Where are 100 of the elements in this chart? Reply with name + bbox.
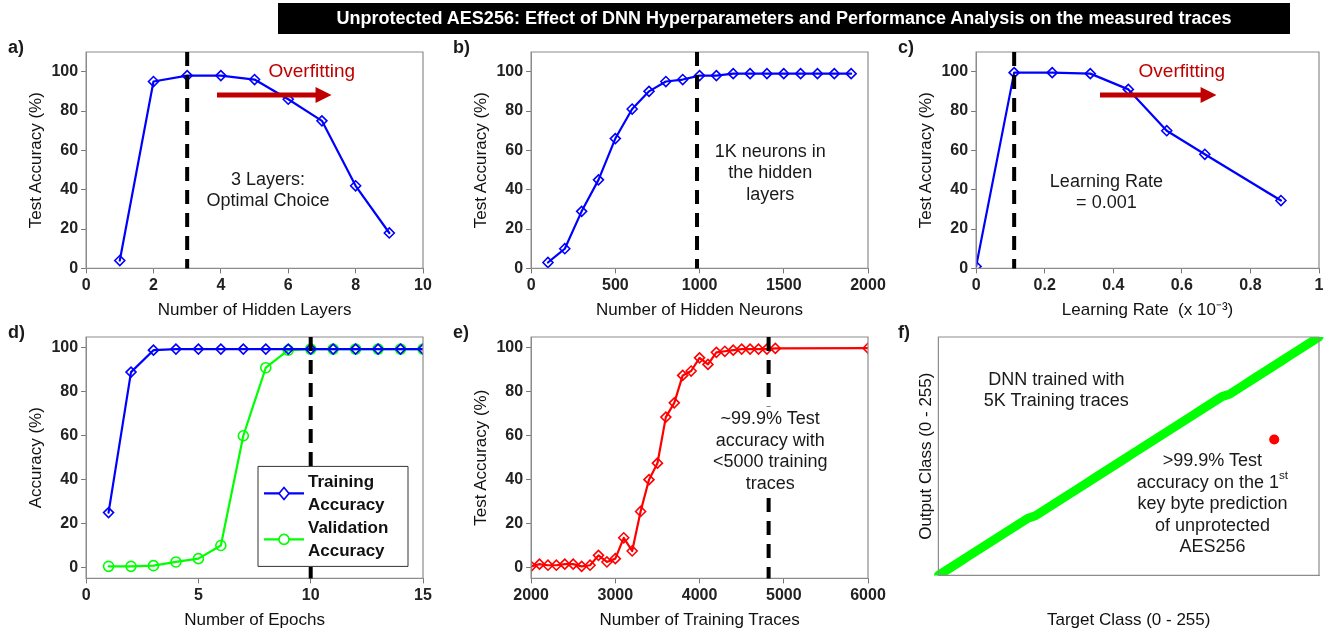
y-tick-label: 20 [950, 219, 969, 237]
point [592, 174, 605, 186]
x-tick-label: 6 [283, 276, 293, 294]
x-axis-title: Number of Training Traces [599, 610, 800, 630]
point [761, 343, 773, 355]
annotation: DNN trained with 5K Training traces [983, 368, 1129, 411]
x-tick-label: 10 [301, 586, 320, 604]
y-tick-label: 60 [505, 140, 524, 158]
point [777, 67, 790, 80]
x-tick-label: 5 [193, 586, 203, 604]
point [248, 73, 261, 86]
point [542, 559, 554, 572]
y-tick-label: 100 [51, 62, 79, 80]
y-axis-title: Output Class (0 - 255) [915, 372, 935, 540]
point [192, 343, 205, 355]
x-tick-label: 0.2 [1033, 276, 1056, 294]
point [626, 103, 638, 115]
point [1046, 66, 1059, 79]
point [215, 343, 227, 355]
point [259, 343, 272, 355]
x-axis-title: Target Class (0 - 255) [1046, 610, 1211, 630]
point [660, 411, 672, 423]
x-axis-title: Number of Epochs [184, 610, 325, 630]
y-tick-label: 80 [505, 101, 524, 119]
y-tick-label: 0 [69, 258, 79, 276]
point [693, 352, 706, 364]
point [693, 69, 706, 82]
point [181, 69, 193, 82]
point [651, 457, 664, 469]
text: Unprotected AES256: Effect of DNN Hyperparameters and Performance Analysis on the measured traces [278, 3, 1290, 34]
point [609, 552, 622, 565]
y-tick-label: 40 [950, 180, 969, 198]
point [744, 67, 756, 80]
text: e) [453, 321, 470, 342]
y-tick-label: 0 [514, 258, 524, 276]
x-tick-label: 500 [601, 276, 629, 294]
point [609, 132, 622, 145]
x-tick-label: 1 [1314, 276, 1324, 294]
x-tick-label: 3000 [597, 586, 634, 604]
y-tick-label: 100 [496, 338, 524, 356]
point [349, 179, 362, 192]
text: d) [8, 321, 25, 342]
y-tick-label: 100 [496, 62, 524, 80]
y-tick-label: 60 [60, 426, 79, 444]
x-tick-label: 8 [351, 276, 361, 294]
point [1160, 124, 1173, 137]
point [643, 85, 655, 98]
x-tick-label: 15 [414, 586, 432, 604]
x-tick-label: 4000 [681, 586, 718, 604]
y-tick-label: 40 [60, 470, 79, 488]
annotation: ~99.9% Test accuracy with <5000 training traces [713, 408, 828, 493]
legend-label: Training Accuracy [308, 471, 386, 514]
text: b) [453, 36, 470, 57]
x-tick-label: 0 [971, 276, 981, 294]
text: f) [898, 321, 910, 342]
x-tick-label: 5000 [765, 586, 802, 604]
y-tick-label: 40 [60, 180, 79, 198]
y-tick-label: 60 [505, 426, 524, 444]
point [626, 545, 638, 557]
x-tick-label: 2000 [850, 276, 886, 294]
point [685, 365, 697, 377]
point [1275, 194, 1287, 207]
point [542, 256, 554, 269]
point [125, 366, 137, 378]
x-tick-label: 4 [216, 276, 226, 294]
y-tick-label: 40 [505, 180, 524, 198]
text: a) [8, 36, 25, 57]
point [727, 344, 740, 356]
point [828, 67, 841, 80]
point [259, 361, 272, 374]
y-axis-title: Accuracy (%) [25, 407, 45, 509]
point [676, 369, 689, 382]
point [575, 560, 588, 573]
point [237, 343, 250, 355]
point [811, 67, 824, 80]
point [1084, 67, 1097, 80]
point [660, 75, 672, 88]
y-tick-label: 80 [950, 101, 969, 119]
annotation: 3 Layers: Optimal Choice [206, 168, 330, 211]
point [125, 560, 137, 573]
point [113, 254, 126, 267]
y-tick-label: 60 [60, 140, 79, 158]
point [719, 345, 731, 358]
point [147, 75, 160, 88]
legend-label: Validation Accuracy [308, 517, 389, 560]
annotation: 1K neurons in the hidden layers [714, 140, 826, 204]
point [192, 552, 205, 565]
y-tick-label: 0 [959, 258, 969, 276]
x-tick-label: 2000 [513, 586, 549, 604]
point [601, 556, 613, 568]
y-axis-title: Test Accuracy (%) [915, 92, 935, 229]
point [215, 69, 227, 82]
point [1199, 148, 1211, 161]
x-tick-label: 0.4 [1102, 276, 1125, 294]
x-tick-label: 1500 [765, 276, 802, 294]
point [592, 549, 605, 562]
point [170, 343, 182, 355]
y-tick-label: 20 [60, 219, 79, 237]
x-tick-label: 0 [81, 586, 91, 604]
annotation: Overfitting [268, 59, 356, 81]
